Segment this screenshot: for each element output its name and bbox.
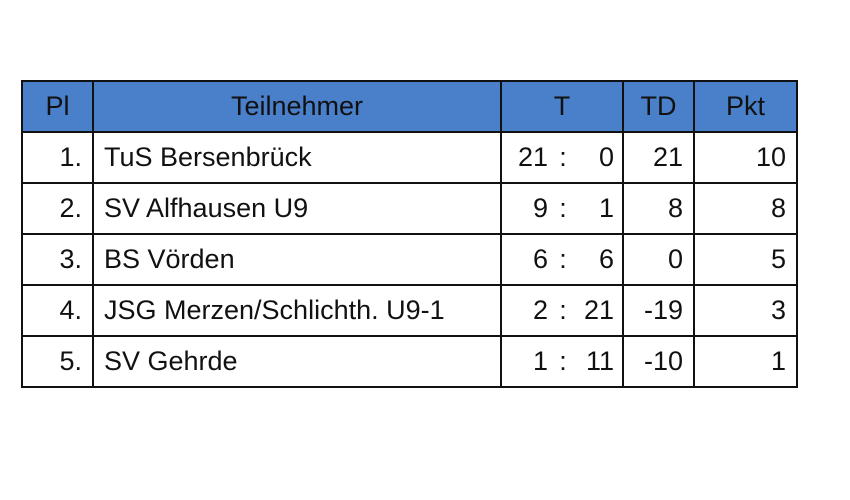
place-cell: 3. <box>21 233 94 286</box>
team-name-cell: BS Vörden <box>92 233 502 286</box>
score-separator: : <box>559 193 567 223</box>
team-name-cell: SV Gehrde <box>92 335 502 388</box>
table-body: 1. TuS Bersenbrück 21 : 0 21 10 2. SV Al… <box>21 131 798 388</box>
goals-against: 0 <box>598 142 614 172</box>
goals-against: 21 <box>583 295 614 325</box>
table-row: 1. TuS Bersenbrück 21 : 0 21 10 <box>21 131 798 184</box>
goals-cell: 21 : 0 <box>500 131 624 184</box>
goals-cell: 6 : 6 <box>500 233 624 286</box>
team-name-cell: TuS Bersenbrück <box>92 131 502 184</box>
header-place: Pl <box>21 80 94 133</box>
team-name-cell: SV Alfhausen U9 <box>92 182 502 235</box>
goal-difference-cell: 8 <box>622 182 695 235</box>
score-separator: : <box>559 244 567 274</box>
goals-for: 1 <box>532 346 548 376</box>
score-separator: : <box>559 295 567 325</box>
goal-difference-cell: 21 <box>622 131 695 184</box>
place-cell: 1. <box>21 131 94 184</box>
goals-for: 21 <box>517 142 548 172</box>
score: 1 : 11 <box>502 337 622 386</box>
header-goal-difference: TD <box>622 80 695 133</box>
score: 6 : 6 <box>502 235 622 284</box>
place-cell: 4. <box>21 284 94 337</box>
table-row: 4. JSG Merzen/Schlichth. U9-1 2 : 21 -19… <box>21 284 798 337</box>
goals-for: 2 <box>532 295 548 325</box>
score: 9 : 1 <box>502 184 622 233</box>
table-row: 3. BS Vörden 6 : 6 0 5 <box>21 233 798 286</box>
header-points: Pkt <box>693 80 798 133</box>
goals-for: 6 <box>532 244 548 274</box>
place-cell: 5. <box>21 335 94 388</box>
goal-difference-cell: 0 <box>622 233 695 286</box>
points-cell: 10 <box>693 131 798 184</box>
score-separator: : <box>559 346 567 376</box>
score: 21 : 0 <box>502 133 622 182</box>
goals-for: 9 <box>532 193 548 223</box>
header-goals: T <box>500 80 624 133</box>
goals-cell: 1 : 11 <box>500 335 624 388</box>
team-name-cell: JSG Merzen/Schlichth. U9-1 <box>92 284 502 337</box>
score: 2 : 21 <box>502 286 622 335</box>
standings-table: Pl Teilnehmer T TD Pkt 1. TuS Bersenbrüc… <box>21 80 798 388</box>
score-separator: : <box>559 142 567 172</box>
header-participant: Teilnehmer <box>92 80 502 133</box>
goals-against: 1 <box>598 193 614 223</box>
goals-cell: 2 : 21 <box>500 284 624 337</box>
goal-difference-cell: -10 <box>622 335 695 388</box>
table-row: 2. SV Alfhausen U9 9 : 1 8 8 <box>21 182 798 235</box>
goal-difference-cell: -19 <box>622 284 695 337</box>
points-cell: 8 <box>693 182 798 235</box>
place-cell: 2. <box>21 182 94 235</box>
table-row: 5. SV Gehrde 1 : 11 -10 1 <box>21 335 798 388</box>
goals-cell: 9 : 1 <box>500 182 624 235</box>
table-header: Pl Teilnehmer T TD Pkt <box>21 80 798 133</box>
goals-against: 11 <box>585 346 614 376</box>
points-cell: 1 <box>693 335 798 388</box>
points-cell: 5 <box>693 233 798 286</box>
header-row: Pl Teilnehmer T TD Pkt <box>21 80 798 133</box>
points-cell: 3 <box>693 284 798 337</box>
goals-against: 6 <box>598 244 614 274</box>
